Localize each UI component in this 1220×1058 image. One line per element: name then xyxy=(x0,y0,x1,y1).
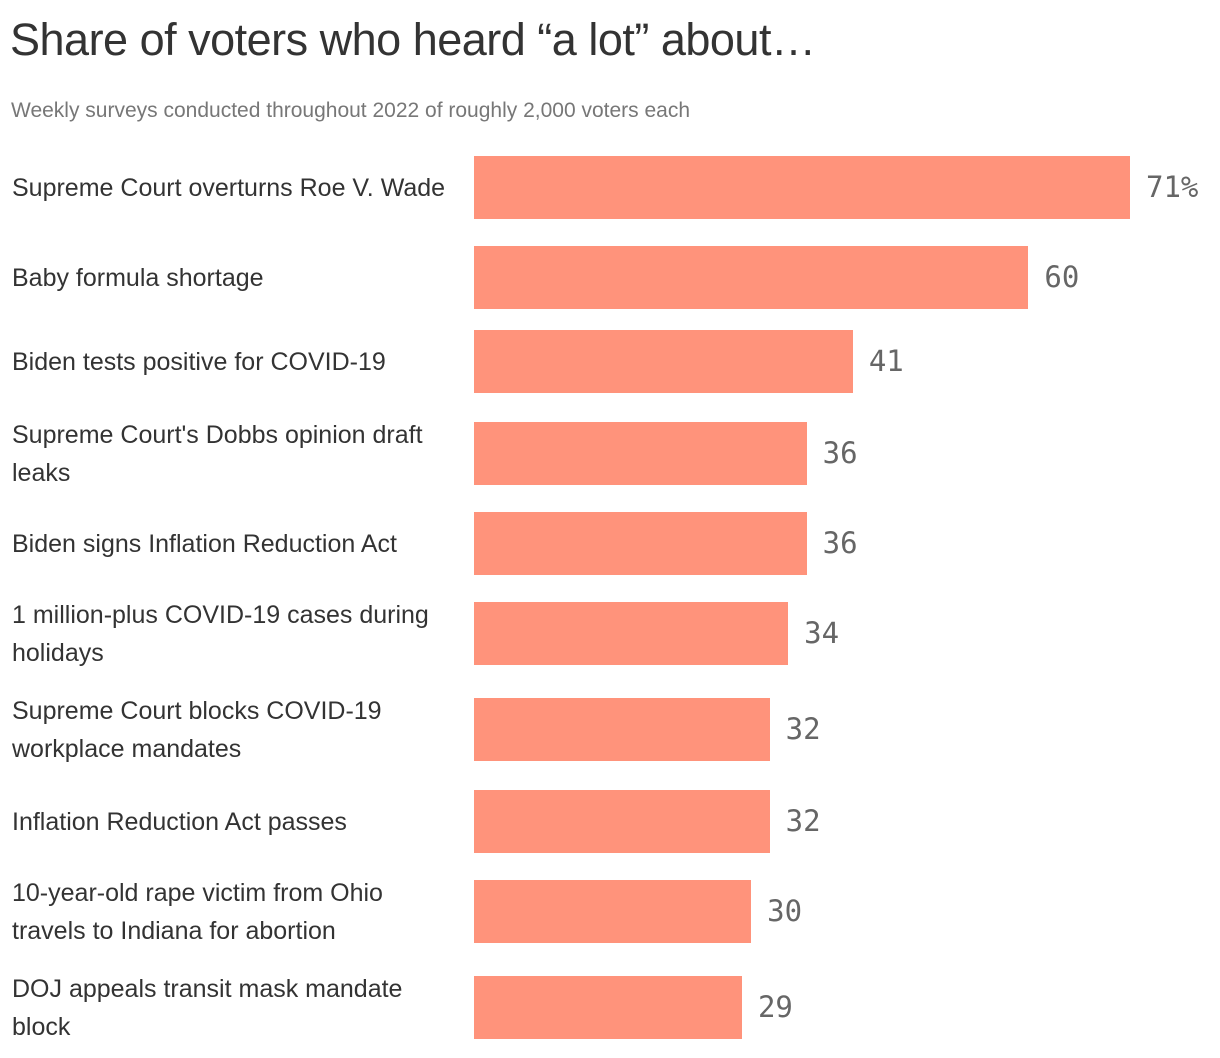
category-label: Supreme Court overturns Roe V. Wade xyxy=(12,174,446,202)
value-label: 36 xyxy=(822,436,858,470)
value-label: 30 xyxy=(767,894,803,928)
bar xyxy=(474,698,770,761)
value-label: 36 xyxy=(822,526,858,560)
category-label: 10-year-old rape victim from Ohio travel… xyxy=(12,879,383,945)
category-label: Inflation Reduction Act passes xyxy=(12,808,347,836)
category-label: Biden tests positive for COVID-19 xyxy=(12,348,386,376)
bar xyxy=(474,976,742,1039)
category-label: Biden signs Inflation Reduction Act xyxy=(12,530,397,558)
bar xyxy=(474,790,770,853)
bar xyxy=(474,156,1130,219)
value-label: 34 xyxy=(804,616,840,650)
bar xyxy=(474,422,807,485)
chart-title: Share of voters who heard “a lot” about… xyxy=(10,14,816,65)
chart-subtitle: Weekly surveys conducted throughout 2022… xyxy=(11,99,691,122)
category-label: Supreme Court blocks COVID-19 workplace … xyxy=(12,697,382,763)
value-label: 41 xyxy=(868,344,904,378)
category-label: Supreme Court's Dobbs opinion draft leak… xyxy=(12,421,423,487)
category-label: DOJ appeals transit mask mandate block xyxy=(12,975,403,1041)
value-label: 71% xyxy=(1146,170,1199,204)
value-label: 60 xyxy=(1044,260,1080,294)
category-label: 1 million-plus COVID-19 cases during hol… xyxy=(12,601,429,667)
value-label: 29 xyxy=(757,990,793,1024)
bar xyxy=(474,602,789,665)
value-label: 32 xyxy=(785,712,821,746)
bar xyxy=(474,246,1029,309)
bar xyxy=(474,512,807,575)
category-label: Baby formula shortage xyxy=(12,264,264,292)
bar xyxy=(474,330,853,393)
value-label: 32 xyxy=(785,804,821,838)
bar xyxy=(474,880,752,943)
